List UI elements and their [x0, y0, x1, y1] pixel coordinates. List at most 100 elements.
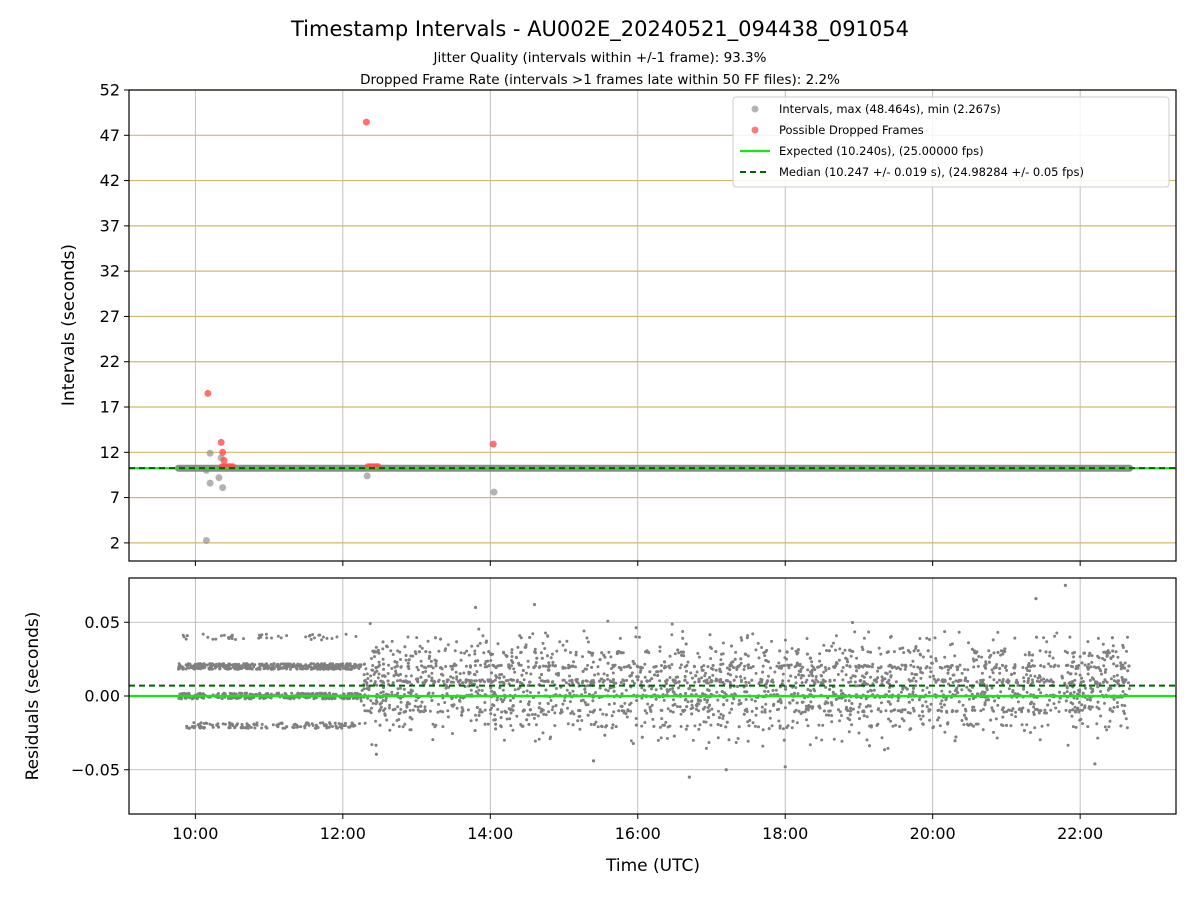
residual-point — [527, 713, 531, 717]
residual-point — [840, 714, 843, 717]
residual-point — [1074, 672, 1078, 676]
residual-point — [737, 699, 741, 702]
residual-point — [246, 723, 250, 727]
residual-point — [675, 705, 679, 708]
residual-point — [349, 664, 353, 668]
residual-point — [903, 667, 907, 671]
residual-point — [441, 725, 445, 729]
residual-outlier-point — [783, 765, 787, 769]
residual-point — [1013, 665, 1017, 669]
residual-point — [427, 664, 430, 668]
residual-point — [662, 666, 666, 670]
residual-point — [845, 664, 849, 667]
residual-point — [817, 723, 821, 727]
residual-point — [806, 668, 810, 672]
residual-point — [635, 664, 639, 668]
residual-point — [1026, 679, 1030, 683]
residual-point — [511, 661, 515, 665]
residual-point — [227, 721, 231, 725]
residual-point — [781, 679, 785, 683]
residual-point — [671, 687, 675, 690]
residual-point — [961, 703, 965, 707]
residual-point — [1005, 668, 1009, 672]
residual-point — [994, 717, 998, 721]
residual-point — [420, 646, 424, 650]
residual-point — [998, 678, 1001, 682]
residual-point — [461, 681, 465, 685]
residual-point — [487, 664, 491, 668]
residual-point — [861, 648, 865, 651]
residual-point — [659, 687, 663, 690]
residual-point — [783, 706, 787, 710]
residual-point — [416, 705, 420, 709]
residual-point — [728, 711, 732, 715]
residual-point — [580, 719, 584, 722]
residual-point — [581, 669, 585, 673]
residual-point — [264, 725, 268, 729]
residual-point — [753, 724, 757, 728]
residual-point — [927, 691, 931, 694]
residual-point — [943, 665, 947, 669]
residual-point — [476, 692, 480, 695]
residual-point — [264, 632, 268, 636]
residual-point — [805, 637, 809, 640]
residual-point — [788, 701, 792, 705]
residual-point — [367, 686, 371, 690]
residual-point — [984, 660, 988, 664]
residual-point — [1108, 707, 1112, 711]
residual-point — [694, 707, 698, 711]
residual-point — [571, 664, 575, 668]
residual-point — [493, 718, 497, 722]
residual-point — [390, 690, 394, 694]
residual-point — [365, 672, 369, 676]
residual-point — [1035, 679, 1039, 683]
residual-point — [245, 666, 249, 670]
residual-point — [739, 661, 743, 665]
intervals-marks — [129, 118, 1176, 544]
residual-point — [1026, 669, 1030, 672]
residual-point — [449, 664, 453, 668]
residual-point — [553, 724, 557, 728]
residual-point — [271, 723, 275, 727]
residual-point — [606, 619, 610, 623]
residual-point — [1018, 707, 1022, 711]
residual-point — [716, 698, 720, 702]
residual-point — [701, 707, 705, 711]
residual-point — [590, 665, 594, 669]
residual-point — [378, 723, 382, 727]
residual-point — [476, 659, 480, 663]
residual-point — [354, 635, 358, 638]
residual-point — [1123, 712, 1126, 715]
residual-point — [218, 666, 222, 670]
residual-point — [240, 722, 244, 726]
residual-point — [397, 673, 401, 677]
residual-point — [956, 665, 960, 669]
residual-point — [1058, 690, 1061, 694]
residual-point — [1123, 661, 1127, 665]
residual-point — [668, 666, 672, 670]
residual-point — [248, 697, 251, 701]
residual-point — [708, 633, 712, 637]
residual-point — [387, 706, 391, 710]
residual-point — [222, 662, 226, 666]
residual-point — [958, 679, 962, 683]
residual-point — [331, 725, 334, 728]
residual-point — [1107, 725, 1111, 729]
residual-point — [216, 722, 220, 726]
residual-point — [507, 682, 511, 686]
residual-point — [415, 636, 419, 640]
residual-point — [1043, 711, 1046, 715]
residual-point — [404, 710, 407, 714]
residual-point — [989, 718, 993, 722]
residual-point — [488, 678, 492, 682]
residual-point — [327, 665, 331, 668]
residual-point — [640, 680, 644, 684]
residual-point — [945, 710, 949, 714]
residual-point — [358, 722, 361, 726]
residual-point — [1008, 708, 1012, 712]
residual-point — [525, 671, 528, 675]
residual-point — [290, 691, 294, 695]
residual-point — [684, 692, 688, 695]
residual-point — [798, 664, 802, 667]
residual-point — [234, 692, 238, 696]
